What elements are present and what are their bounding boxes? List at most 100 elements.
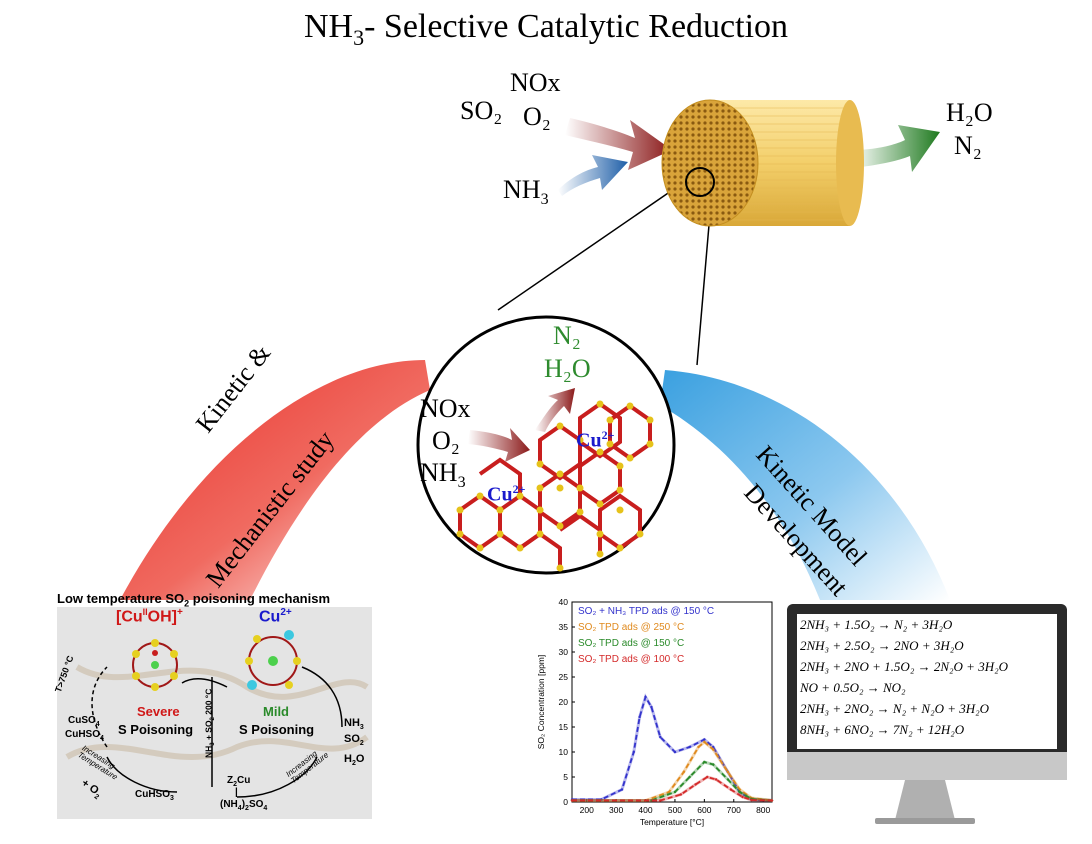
series-point <box>726 770 730 774</box>
cu2-label: Cu2+ <box>259 607 292 626</box>
so2-tpd-chart: 200 300 400 500 600 700 800 0 5 10 15 20 25 30 35 40 Tem… <box>530 592 780 837</box>
so2-right-label: SO2 <box>344 733 364 748</box>
series-point <box>682 770 685 774</box>
nh42so4-label: (NH4)2SO4 <box>220 799 268 812</box>
zoom-cu-left-label: Cu2+ <box>487 482 526 506</box>
series-line-model <box>572 776 773 802</box>
mild-label: Mild <box>263 704 289 719</box>
series-point <box>697 745 700 749</box>
y-tick-label: 10 <box>559 747 569 757</box>
series-point <box>688 745 691 749</box>
series-point <box>738 790 741 794</box>
mild-sub-label: S Poisoning <box>239 722 315 737</box>
series-point <box>711 763 715 766</box>
x-axis-label: Temperature [°C] <box>640 817 704 827</box>
series-point <box>632 750 635 754</box>
green-outlet-arrow <box>852 125 940 172</box>
mechanism-title: Low temperature SO2 poisoning mechanism <box>57 591 331 609</box>
zoom-outlet-arrow <box>535 388 575 432</box>
cuso4-label: CuSO4 <box>68 715 100 728</box>
input-nh3-label: NH3 <box>503 175 549 209</box>
legend-entry: SO₂ TPD ads @ 150 °C <box>578 638 684 649</box>
series-point <box>638 715 641 719</box>
y-tick-label: 35 <box>559 622 569 632</box>
zoom-circle <box>416 315 676 575</box>
y-tick-label: 40 <box>559 597 569 607</box>
x-tick-label: 700 <box>727 805 741 815</box>
series-point <box>659 735 662 739</box>
zoom-nox-label: NOx <box>420 394 471 423</box>
diagram-title: NH3- Selective Catalytic Reduction <box>303 8 789 50</box>
zeolite-atoms <box>456 400 654 572</box>
output-h2o-label: H₂O <box>946 98 993 127</box>
series-point <box>659 799 662 802</box>
h2o-right-label: H2O <box>344 753 365 768</box>
x-tick-label: 500 <box>668 805 682 815</box>
red-inlet-arrow <box>565 118 672 170</box>
legend-entry: SO₂ TPD ads @ 100 °C <box>578 654 684 665</box>
series-point <box>703 760 706 764</box>
series-point <box>620 788 624 791</box>
series-point <box>714 778 718 781</box>
zoom-n2-label: N₂ <box>553 321 581 350</box>
x-tick-label: 400 <box>638 805 652 815</box>
y-tick-label: 0 <box>563 797 568 807</box>
x-tick-label: 300 <box>609 805 623 815</box>
series-point <box>726 778 730 781</box>
series-point <box>711 745 715 749</box>
series-point <box>703 740 706 744</box>
blue-arc-band <box>660 370 950 600</box>
equation-2: 2NH₃ + 2.5O₂ → 2NO + 3H₂O <box>800 638 964 653</box>
y-axis-label: SO₂ Concentration [ppm] <box>536 655 546 749</box>
zoom-h2o-label: H₂O <box>544 354 591 383</box>
series-point <box>650 705 653 709</box>
input-nox-label: NOx <box>510 68 561 97</box>
equation-4: NO + 0.5O₂ → NO₂ <box>800 680 906 695</box>
equation-3: 2NH₃ + 2NO + 1.5O₂ → 2N₂O + 3H₂O <box>800 659 1008 674</box>
series-point <box>679 793 683 796</box>
severe-label: Severe <box>137 704 180 719</box>
equation-6: 8NH₃ + 6NO₂ → 7N₂ + 12H₂O <box>800 722 965 737</box>
computer-monitor <box>787 604 1067 824</box>
cuhso4-label: CuHSO4 <box>65 729 104 742</box>
cuhso3-label: CuHSO3 <box>135 789 174 802</box>
catalyst-cylinder <box>661 99 864 227</box>
series-point <box>694 783 697 786</box>
y-tick-label: 15 <box>559 722 569 732</box>
zoom-line-left <box>497 177 691 311</box>
series-point <box>644 695 647 699</box>
series-line-model <box>572 760 773 802</box>
mechanism-panel: [CuIIOH]+ Cu2+ Severe S Poisoning Mild S… <box>53 607 372 819</box>
blue-nh3-arrow <box>558 155 628 196</box>
legend-entry: SO₂ TPD ads @ 250 °C <box>578 622 684 633</box>
left-ring <box>132 639 178 691</box>
series-point <box>711 748 715 751</box>
x-tick-label: 800 <box>756 805 770 815</box>
series-point <box>729 788 733 791</box>
equation-1: 2NH₃ + 1.5O₂ → N₂ + 3H₂O <box>800 617 953 632</box>
equations-list: 2NH₃ + 1.5O₂ → N₂ + 3H₂O 2NH₃ + 2.5O₂ → … <box>800 617 1055 743</box>
input-o2-label: O₂ <box>523 102 551 131</box>
input-so2-label: SO₂ <box>460 96 503 125</box>
series-point <box>741 795 744 799</box>
series-point <box>750 798 753 802</box>
y-tick-label: 5 <box>563 772 568 782</box>
zoom-nh3-label: NH3 <box>420 458 466 492</box>
zoom-o2-label: O₂ <box>432 426 460 455</box>
series-point <box>570 799 574 802</box>
legend-entry: SO₂ + NH₃ TPD ads @ 150 °C <box>578 606 714 617</box>
mechanism-graphics <box>65 630 369 798</box>
y-tick-label: 30 <box>559 647 569 657</box>
series-point <box>673 790 677 794</box>
z2cu-label: Z2Cu <box>227 775 251 788</box>
right-ring <box>245 630 301 690</box>
cuoh-label: [CuIIOH]+ <box>116 607 183 626</box>
series-point <box>706 775 709 779</box>
series-point <box>667 790 671 794</box>
x-tick-label: 200 <box>580 805 594 815</box>
series-point <box>688 775 691 779</box>
series-point <box>770 799 774 802</box>
zoom-cu-right-label: Cu2+ <box>576 428 615 452</box>
severe-sub-label: S Poisoning <box>118 722 194 737</box>
series-point <box>738 788 741 791</box>
